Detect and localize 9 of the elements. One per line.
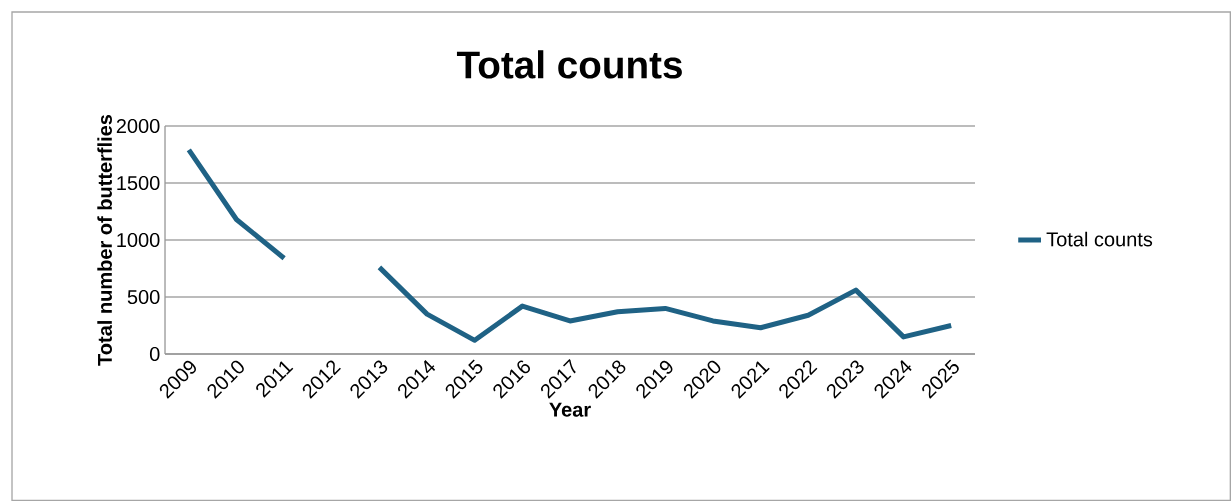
x-axis-title: Year — [549, 402, 591, 417]
y-tick-label: 0 — [149, 346, 160, 362]
y-tick-label: 500 — [127, 289, 160, 305]
y-tick-label: 2000 — [116, 118, 160, 134]
chart-title: Total counts — [456, 50, 682, 79]
y-tick-label: 1000 — [117, 232, 160, 248]
y-axis-title: Total number of butterflies — [97, 114, 112, 366]
y-tick-label: 1500 — [117, 175, 160, 191]
legend-label: Total counts — [1046, 231, 1153, 247]
